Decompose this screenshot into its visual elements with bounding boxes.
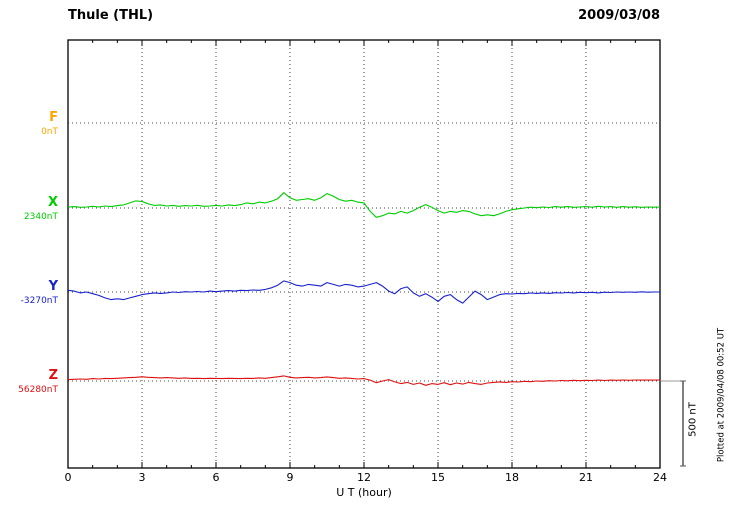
component-baseline-label-F: 0nT: [41, 127, 58, 137]
component-label-Y: Y: [48, 279, 58, 294]
plot-date: 2009/03/08: [578, 8, 660, 23]
x-tick-label: 12: [357, 471, 371, 484]
plot-timestamp: Plotted at 2009/04/08 00:52 UT: [716, 327, 727, 463]
x-tick-label: 21: [579, 471, 593, 484]
x-tick-label: 24: [653, 471, 667, 484]
x-tick-label: 6: [212, 471, 220, 484]
component-label-Z: Z: [48, 368, 58, 383]
component-baseline-label-Z: 56280nT: [18, 385, 58, 395]
trace-Y: [67, 280, 660, 304]
component-label-X: X: [47, 195, 58, 210]
component-baseline-label-Y: -3270nT: [20, 296, 58, 306]
scale-bar-label: 500 nT: [687, 402, 699, 437]
trace-Z: [67, 375, 661, 386]
x-tick-label: 15: [431, 471, 445, 484]
x-tick-label: 18: [505, 471, 519, 484]
x-tick-label: 9: [286, 471, 294, 484]
station-title: Thule (THL): [68, 8, 154, 23]
component-baseline-label-X: 2340nT: [23, 212, 58, 222]
x-tick-label: 3: [138, 471, 146, 484]
trace-X: [67, 192, 661, 218]
x-axis-label: U T (hour): [336, 486, 392, 499]
component-label-F: F: [49, 110, 58, 125]
x-tick-label: 0: [64, 471, 72, 484]
